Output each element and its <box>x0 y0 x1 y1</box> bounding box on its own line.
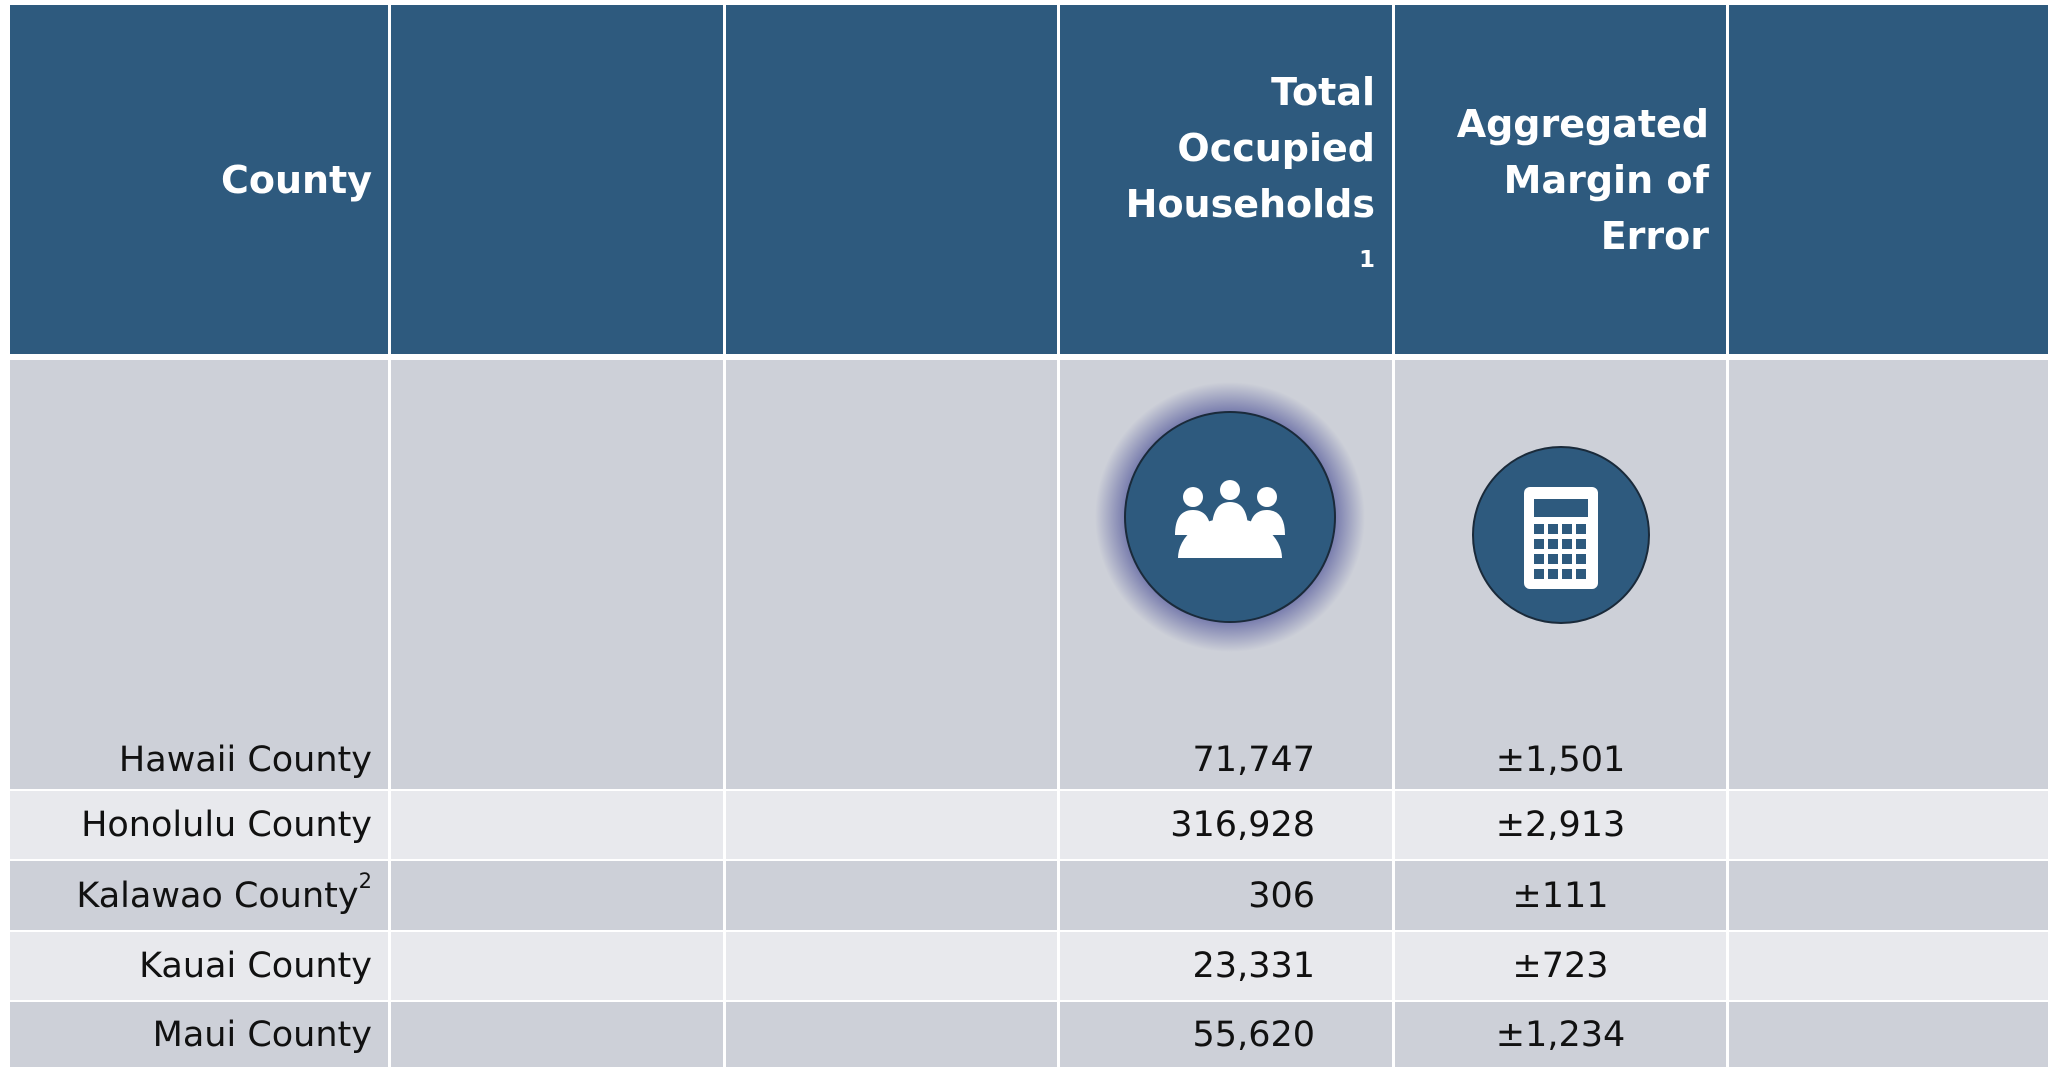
cell <box>10 360 388 789</box>
households-value: 71,747 <box>1192 739 1315 780</box>
cell <box>1729 791 2048 859</box>
cell <box>1060 1002 1392 1067</box>
cell <box>10 791 388 859</box>
cell <box>1729 5 2048 354</box>
county-cell: Kalawao County 2 <box>10 861 372 930</box>
cell <box>1729 360 2048 789</box>
cell <box>391 1002 723 1067</box>
cell <box>391 791 723 859</box>
cell <box>1060 861 1392 930</box>
cell <box>391 5 723 354</box>
households-value: 55,620 <box>1192 1014 1315 1055</box>
county-cell: Honolulu County <box>10 791 372 859</box>
county-cell: Maui County <box>10 1002 372 1067</box>
cell <box>1060 5 1392 354</box>
footnote-mark: 2 <box>358 869 372 893</box>
cell <box>1395 1002 1726 1067</box>
header-text: Total Occupied Households <box>1125 69 1375 226</box>
cell <box>1729 861 2048 930</box>
county-cell: Kauai County <box>10 932 372 1000</box>
cell <box>10 5 388 354</box>
cell <box>1395 791 1726 859</box>
cell <box>1395 861 1726 930</box>
footnote-mark: 1 <box>1359 246 1375 273</box>
cell <box>1729 932 2048 1000</box>
moe-value: ±723 <box>1512 946 1609 986</box>
cell <box>726 360 1057 789</box>
cell <box>1060 932 1392 1000</box>
cell <box>10 1002 388 1067</box>
county-name: Honolulu County <box>81 805 372 845</box>
cell <box>1395 5 1726 354</box>
cell <box>1395 360 1726 789</box>
households-value: 306 <box>1248 875 1315 916</box>
county-name: Kalawao County <box>76 875 359 916</box>
cell <box>10 861 388 930</box>
cell <box>726 861 1057 930</box>
moe-value: ±111 <box>1512 875 1609 916</box>
header-county: County <box>10 5 372 354</box>
county-name: Kauai County <box>139 946 372 986</box>
county-name: Hawaii County <box>118 739 372 780</box>
county-name: Maui County <box>152 1014 372 1055</box>
households-value: 316,928 <box>1170 805 1315 845</box>
cell <box>1395 932 1726 1000</box>
header-households: Total Occupied Households 1 <box>1060 5 1375 354</box>
cell <box>391 360 723 789</box>
cell <box>726 5 1057 354</box>
header-text: Total Occupied Households 1 <box>1060 64 1375 296</box>
cell <box>1060 791 1392 859</box>
header-text: Aggregated Margin of Error <box>1456 101 1709 258</box>
cell <box>726 932 1057 1000</box>
cell <box>1729 1002 2048 1067</box>
cell <box>391 861 723 930</box>
moe-value: ±1,234 <box>1495 1014 1626 1055</box>
cell <box>10 932 388 1000</box>
cell <box>726 1002 1057 1067</box>
households-value: 23,331 <box>1192 946 1315 986</box>
moe-value: ±1,501 <box>1495 739 1626 780</box>
cell <box>726 791 1057 859</box>
header-moe: Aggregated Margin of Error <box>1395 5 1709 354</box>
header-text: County <box>220 157 372 202</box>
moe-value: ±2,913 <box>1495 805 1626 845</box>
cell <box>1060 360 1392 789</box>
county-cell: Hawaii County <box>10 730 372 789</box>
cell <box>391 932 723 1000</box>
